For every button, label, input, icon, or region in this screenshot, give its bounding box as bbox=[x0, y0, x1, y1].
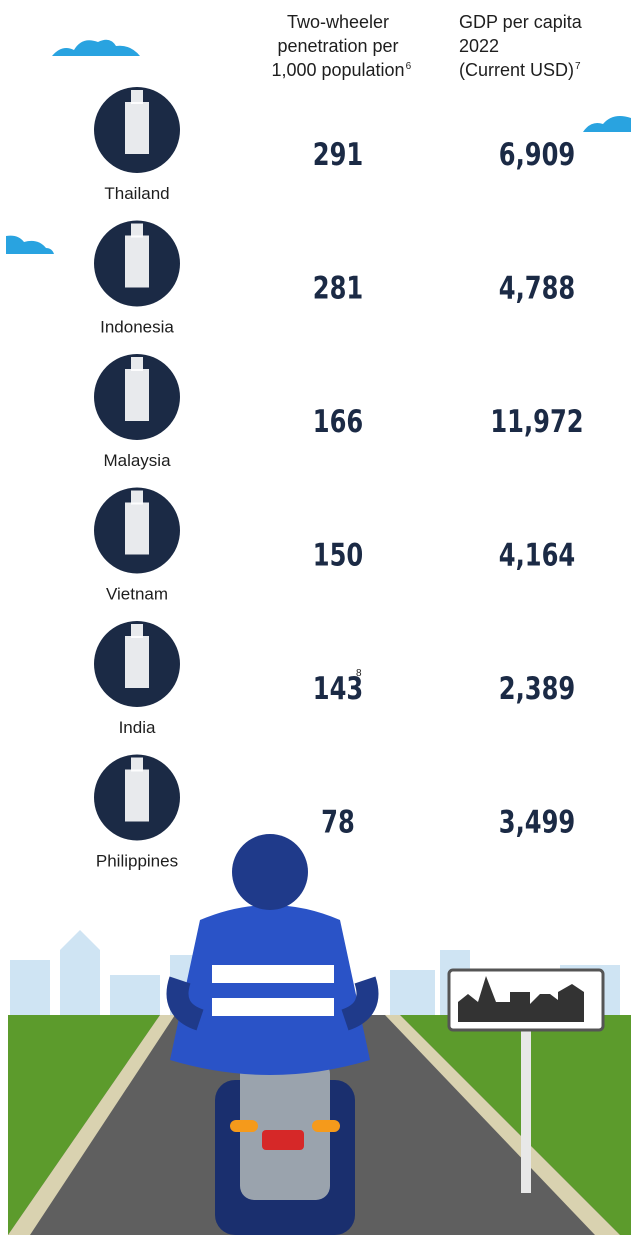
landmark bbox=[125, 770, 149, 822]
header-line: 2022 bbox=[459, 36, 499, 56]
penetration-value: 291 bbox=[313, 136, 363, 173]
landmark bbox=[125, 102, 149, 154]
landmark-top bbox=[131, 357, 143, 371]
header-line: penetration per bbox=[277, 36, 398, 56]
penetration-value: 78 bbox=[321, 804, 355, 841]
rows: Thailand 291 6,909 Indonesia 281 4,788 Malaysi… bbox=[94, 87, 584, 871]
country-name: Philippines bbox=[96, 852, 178, 871]
landmark bbox=[125, 503, 149, 555]
gdp-value: 11,972 bbox=[490, 403, 583, 440]
country-name: India bbox=[119, 718, 156, 737]
country-name: Indonesia bbox=[100, 318, 174, 337]
landmark bbox=[125, 636, 149, 688]
landmark bbox=[125, 236, 149, 288]
country-row: Vietnam 150 4,164 bbox=[94, 488, 575, 604]
landmark-top bbox=[131, 224, 143, 238]
landmark-top bbox=[131, 624, 143, 638]
gdp-value: 3,499 bbox=[499, 804, 575, 841]
penetration-value: 166 bbox=[313, 403, 363, 440]
country-row: Indonesia 281 4,788 bbox=[94, 221, 575, 337]
landmark bbox=[125, 369, 149, 421]
infographic: Two-wheeler penetration per 1,000 populati… bbox=[0, 0, 631, 1235]
road-scene bbox=[8, 834, 631, 1235]
header: Two-wheeler penetration per 1,000 populati… bbox=[271, 12, 582, 80]
country-name: Malaysia bbox=[103, 451, 171, 470]
gdp-value: 4,164 bbox=[499, 537, 575, 574]
header-line: (Current USD) bbox=[459, 60, 574, 80]
country-name: Vietnam bbox=[106, 585, 168, 604]
country-row: Philippines 78 3,499 bbox=[94, 755, 575, 871]
penetration-value: 281 bbox=[313, 270, 363, 307]
landmark-top bbox=[131, 491, 143, 505]
header-line: Two-wheeler bbox=[287, 12, 389, 32]
penetration-value: 150 bbox=[313, 537, 363, 574]
footnote-ref: 8 bbox=[356, 668, 362, 679]
country-name: Thailand bbox=[104, 184, 169, 203]
landmark-top bbox=[131, 758, 143, 772]
landmark-top bbox=[131, 90, 143, 104]
gdp-value: 6,909 bbox=[499, 136, 575, 173]
header-line: GDP per capita bbox=[459, 12, 583, 32]
header-line: 1,000 population bbox=[271, 60, 404, 80]
gdp-value: 2,389 bbox=[499, 670, 575, 707]
footnote-ref: 6 bbox=[406, 61, 412, 72]
country-row: Thailand 291 6,909 bbox=[94, 87, 575, 203]
gdp-value: 4,788 bbox=[499, 270, 575, 307]
footnote-ref: 7 bbox=[575, 61, 581, 72]
country-row: Malaysia 166 11,972 bbox=[94, 354, 584, 470]
